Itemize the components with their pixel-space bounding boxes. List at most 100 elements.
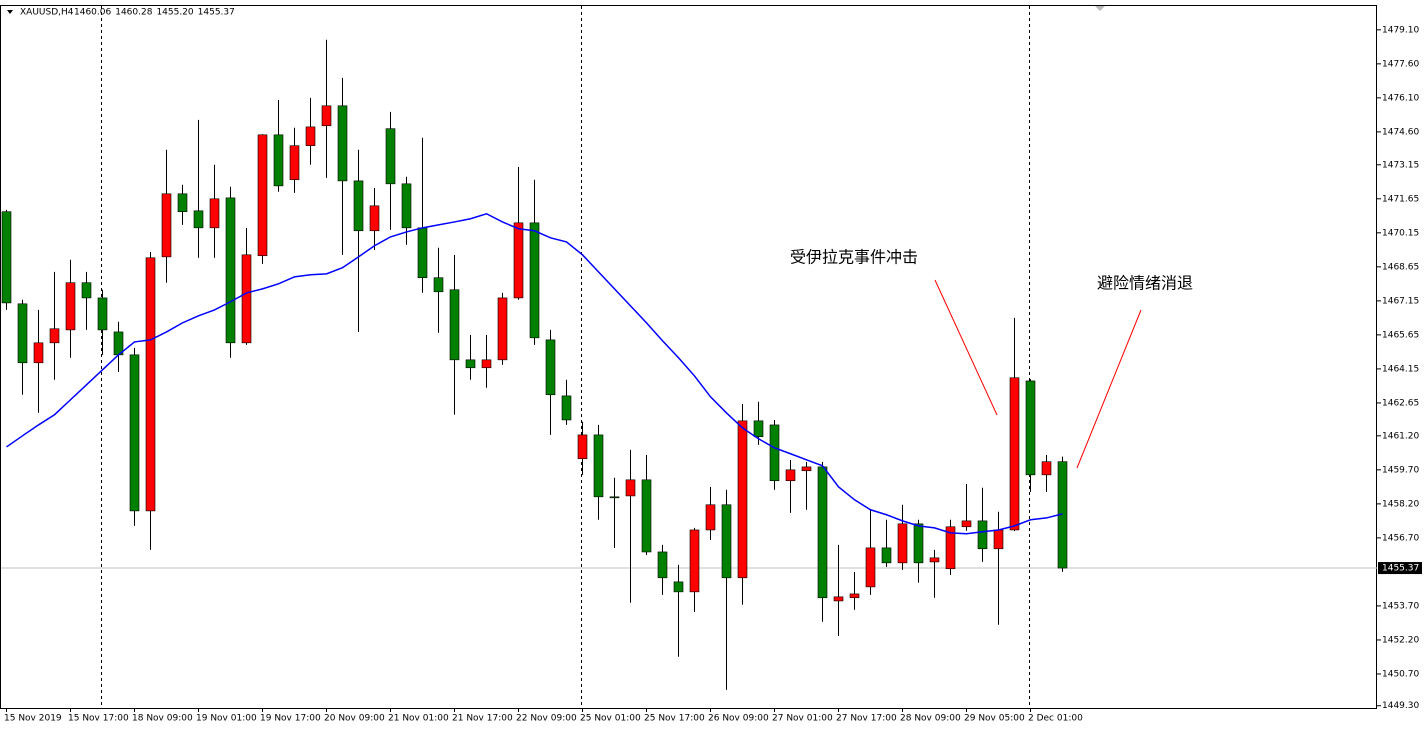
candle-body [433, 277, 444, 293]
y-tick-label: 1459.70 [1382, 465, 1419, 475]
y-tick-label: 1456.70 [1382, 533, 1419, 543]
x-tick-label: 21 Nov 17:00 [452, 714, 513, 724]
y-tick-label: 1465.65 [1382, 330, 1419, 340]
candle-body [785, 469, 796, 482]
candle-body [561, 395, 572, 421]
candle-body [737, 420, 748, 579]
header-value: 1455.37 [198, 8, 235, 18]
candle-body [977, 520, 988, 550]
shift-marker [1095, 6, 1105, 11]
y-tick-label: 1453.70 [1382, 601, 1419, 611]
x-tick-label: 25 Nov 17:00 [644, 714, 705, 724]
x-tick-label: 19 Nov 01:00 [196, 714, 257, 724]
candle-body [129, 354, 140, 512]
candle-body [337, 105, 348, 182]
candle-body [577, 434, 588, 460]
candle-body [497, 297, 508, 361]
candle-body [753, 420, 764, 438]
x-tick-label: 22 Nov 09:00 [516, 714, 577, 724]
y-tick-label: 1476.10 [1382, 93, 1419, 103]
week-separators [101, 6, 1030, 708]
candle-body [81, 282, 92, 299]
candle-body [609, 496, 620, 499]
y-tick-label: 1467.15 [1382, 296, 1419, 306]
x-tick-label: 27 Nov 01:00 [772, 714, 833, 724]
y-tick-label: 1450.70 [1382, 669, 1419, 679]
x-tick-label: 20 Nov 09:00 [324, 714, 385, 724]
y-tick-label: 1470.15 [1382, 228, 1419, 238]
candle-body [161, 193, 172, 258]
moving-average [6, 212, 1063, 535]
candle-body [65, 282, 76, 331]
x-tick-label: 18 Nov 09:00 [132, 714, 193, 724]
candle-body [1025, 380, 1036, 476]
candle-body [881, 547, 892, 564]
y-tick-label: 1462.65 [1382, 398, 1419, 408]
candle-body [49, 328, 60, 344]
y-tick-label: 1464.15 [1382, 364, 1419, 374]
candle-body [449, 289, 460, 361]
candle-body [961, 520, 972, 528]
candle-body [1041, 461, 1052, 476]
x-tick-label: 29 Nov 05:00 [964, 714, 1025, 724]
y-tick-label: 1458.20 [1382, 499, 1419, 509]
candle-body [273, 134, 284, 187]
candle-body [897, 523, 908, 564]
candle-body [465, 359, 476, 369]
candle-body [481, 359, 492, 369]
candle-body [865, 547, 876, 588]
y-tick-label: 1473.15 [1382, 160, 1419, 170]
candle-body [241, 254, 252, 344]
x-tick-label: 28 Nov 09:00 [900, 714, 961, 724]
plot-frame [0, 5, 1377, 709]
candle-body [849, 593, 860, 599]
candle-body [321, 105, 332, 127]
candle-body [369, 205, 380, 232]
y-tick-label: 1479.10 [1382, 25, 1419, 35]
candle-body [145, 257, 156, 512]
candle-body [913, 523, 924, 564]
candle-body [1009, 377, 1020, 531]
y-tick-label: 1452.20 [1382, 635, 1419, 645]
x-tick-label: 15 Nov 17:00 [68, 714, 129, 724]
candle-body [769, 424, 780, 482]
candle-body [401, 183, 412, 229]
candle-body [657, 551, 668, 579]
candle-body [305, 126, 316, 147]
last-price-label: 1455.37 [1382, 564, 1419, 574]
candle-body [97, 297, 108, 331]
candle-body [929, 557, 940, 563]
header-value: 1460.28 [115, 8, 152, 18]
y-tick-label: 1477.60 [1382, 59, 1419, 69]
x-tick-label: 26 Nov 09:00 [708, 714, 769, 724]
candle-body [33, 342, 44, 364]
y-tick-label: 1468.65 [1382, 262, 1419, 272]
x-tick-label: 19 Nov 17:00 [260, 714, 321, 724]
candle-body [689, 529, 700, 593]
header-value: 1455.20 [156, 8, 193, 18]
candle-body [257, 134, 268, 257]
y-tick-label: 1461.20 [1382, 431, 1419, 441]
x-tick-label: 2 Dec 01:00 [1028, 714, 1083, 724]
candle-body [385, 128, 396, 185]
candle-body [817, 466, 828, 599]
x-tick-label: 25 Nov 01:00 [580, 714, 641, 724]
candle-body [545, 339, 556, 396]
candle-body [209, 198, 220, 229]
candle-body [289, 145, 300, 181]
x-tick-label: 15 Nov 2019 [4, 714, 62, 724]
candle-body [529, 222, 540, 339]
candle-body [417, 227, 428, 279]
annotation: 避险情绪消退 [1097, 274, 1193, 293]
y-tick-label: 1471.65 [1382, 194, 1419, 204]
x-tick-label: 21 Nov 01:00 [388, 714, 449, 724]
candle-body [721, 504, 732, 579]
candle-body [193, 210, 204, 229]
candle-body [225, 197, 236, 344]
candle-body [625, 479, 636, 497]
candle-body [641, 479, 652, 553]
menu-triangle [7, 10, 13, 14]
candle-body [833, 596, 844, 602]
y-tick-label: 1449.30 [1382, 701, 1419, 711]
